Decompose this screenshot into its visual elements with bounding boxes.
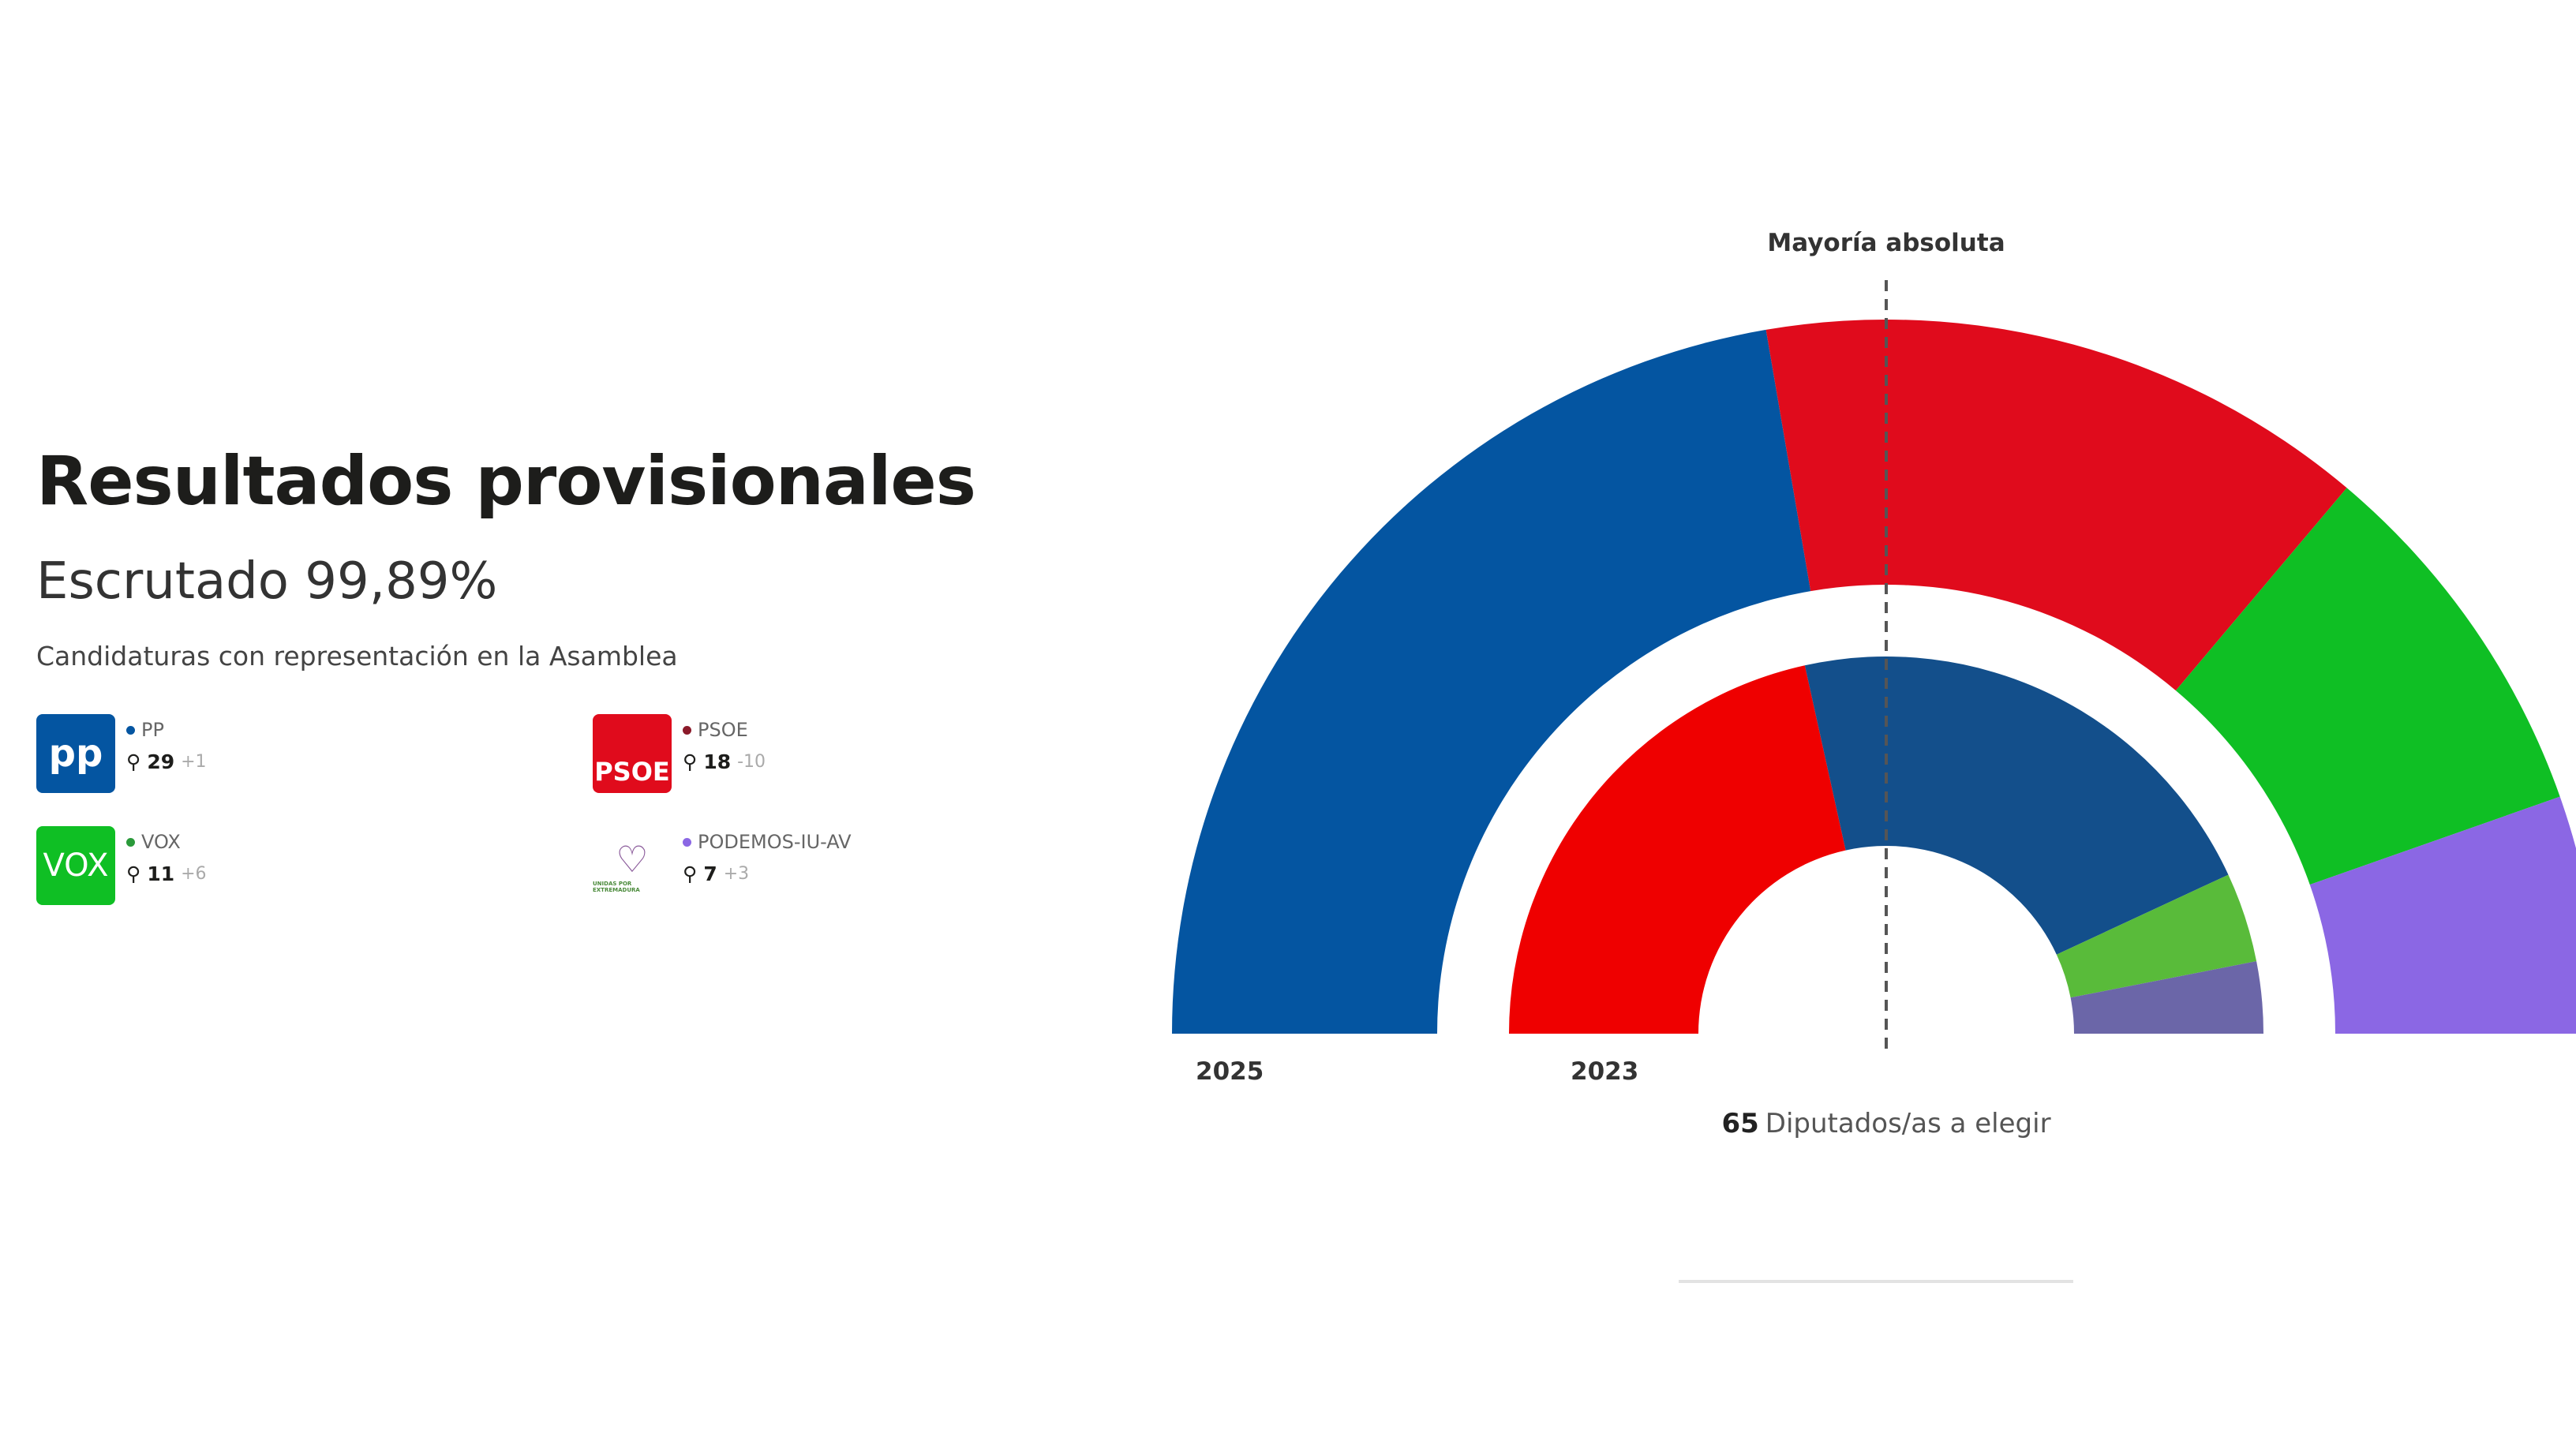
party-podemos[interactable]: ♡ UNIDAS POR EXTREMADURA PODEMOS-IU-AV ⚲ 7… bbox=[593, 826, 944, 905]
seat-diff: +1 bbox=[181, 752, 207, 772]
party-name: VOX bbox=[141, 831, 181, 853]
seat-diff: +3 bbox=[723, 864, 750, 884]
arc-2023-podemos-iu-av bbox=[2070, 961, 2263, 1034]
party-name: PP bbox=[141, 719, 164, 741]
person-icon: ⚲ bbox=[683, 750, 698, 773]
psoe-logo: PSOE bbox=[593, 714, 672, 793]
party-pp[interactable]: pp PP ⚲ 29 +1 bbox=[36, 714, 593, 793]
party-color-dot bbox=[683, 837, 691, 847]
party-color-dot bbox=[126, 837, 135, 847]
pp-logo: pp bbox=[36, 714, 115, 793]
person-icon: ⚲ bbox=[126, 750, 141, 773]
seat-count: 11 bbox=[147, 862, 175, 885]
person-icon: ⚲ bbox=[126, 862, 141, 885]
party-name: PSOE bbox=[698, 719, 748, 741]
series-label-2023: 2023 bbox=[1571, 1057, 1638, 1086]
party-name: PODEMOS-IU-AV bbox=[698, 831, 852, 853]
arc-2023-pp bbox=[1804, 657, 2229, 955]
scrutiny-status: Escrutado 99,89% bbox=[36, 552, 498, 611]
arc-2025-vox bbox=[2175, 488, 2560, 885]
divider bbox=[1679, 1280, 2073, 1283]
unidas-por-extremadura-logo: ♡ UNIDAS POR EXTREMADURA bbox=[593, 826, 672, 905]
arc-2023-vox bbox=[2056, 874, 2257, 998]
arc-2023-psoe bbox=[1509, 665, 1846, 1034]
arc-2025-psoe bbox=[1765, 320, 2347, 691]
majority-label: Mayoría absoluta bbox=[1767, 229, 2005, 257]
arc-2025-podemos-iu-av bbox=[2309, 796, 2576, 1034]
legend-subtitle: Candidaturas con representación en la As… bbox=[36, 641, 678, 671]
party-vox[interactable]: VOX VOX ⚲ 11 +6 bbox=[36, 826, 593, 905]
seat-diff: +6 bbox=[181, 864, 207, 884]
total-seats-caption: 65 Diputados/as a elegir bbox=[1721, 1108, 2050, 1139]
seat-count: 29 bbox=[147, 750, 175, 773]
seat-diff: -10 bbox=[737, 752, 766, 772]
party-legend: pp PP ⚲ 29 +1 PSOE PSOE ⚲ 18 -10 VOX VOX ⚲ 11… bbox=[36, 714, 944, 905]
party-color-dot bbox=[126, 725, 135, 735]
series-label-2025: 2025 bbox=[1196, 1057, 1264, 1086]
person-icon: ⚲ bbox=[683, 862, 698, 885]
party-color-dot bbox=[683, 725, 691, 735]
total-seats-number: 65 bbox=[1721, 1108, 1758, 1139]
vox-logo: VOX bbox=[36, 826, 115, 905]
seat-count: 18 bbox=[703, 750, 732, 773]
seat-count: 7 bbox=[703, 862, 717, 885]
total-seats-text: Diputados/as a elegir bbox=[1765, 1108, 2051, 1139]
page-title: Resultados provisionales bbox=[36, 442, 976, 521]
party-psoe[interactable]: PSOE PSOE ⚲ 18 -10 bbox=[593, 714, 944, 793]
arc-2025-pp bbox=[1172, 329, 1811, 1034]
